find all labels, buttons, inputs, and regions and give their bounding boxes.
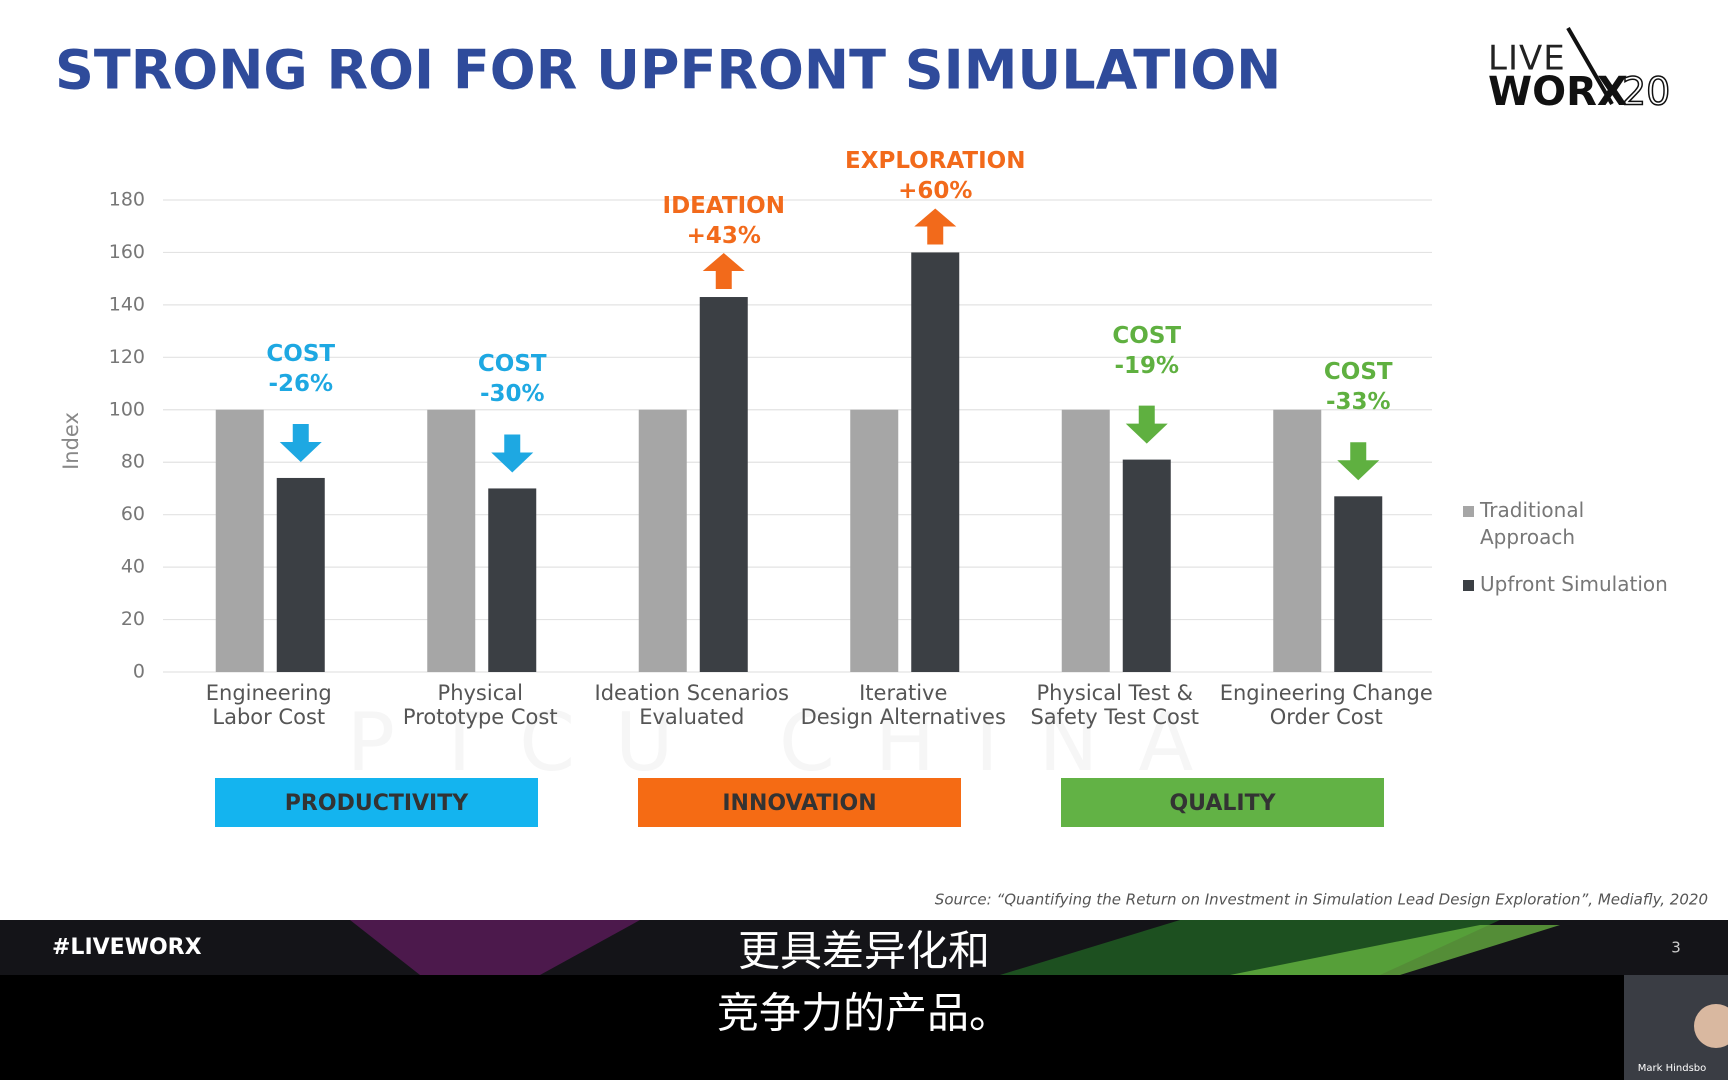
bar [1122,459,1171,672]
group-label: PRODUCTIVITY [285,791,469,816]
arrow [702,253,745,290]
y-tick-label: 180 [109,189,145,211]
y-axis-label: Index [59,412,83,470]
footer-deco [350,920,640,975]
arrow [279,423,322,462]
annotation: IDEATION +43% [662,193,785,250]
speaker-face [1694,1004,1728,1048]
title: STRONG ROI FOR UPFRONT SIMULATION [55,39,1281,102]
y-tick-label: 80 [121,451,145,473]
x-tick-label: Ideation Scenarios Evaluated [594,681,789,729]
subtitle: 竞争力的产品。 [717,989,1011,1038]
page-number: 3 [1671,939,1681,957]
annotation: COST -19% [1112,322,1182,379]
arrow [1125,405,1168,444]
group-label: QUALITY [1169,791,1276,816]
arrow [1337,442,1380,481]
bar [638,409,687,672]
logo: LIVE WORX 20 [1488,26,1671,115]
y-tick-label: 20 [121,608,145,630]
bar [1061,409,1110,672]
logo-year: 20 [1622,70,1670,114]
logo-slash [1566,26,1614,106]
bar [427,409,476,672]
x-tick-label: Physical Prototype Cost [402,681,558,729]
footer-deco [1230,925,1560,975]
source: Source: “Quantifying the Return on Inves… [935,891,1708,909]
legend-label: Traditional Approach [1480,498,1585,549]
logo-top: LIVE [1488,39,1566,79]
bar [911,252,960,672]
y-tick-label: 60 [121,503,145,525]
x-tick-label: Engineering Labor Cost [205,681,332,729]
y-tick-label: 100 [109,398,145,420]
legend-swatch [1463,580,1474,591]
bar [1273,409,1322,672]
x-tick-label: Physical Test & Safety Test Cost [1030,681,1200,729]
annotation: COST -33% [1323,359,1393,416]
subtitle: 更具差异化和 [738,927,990,976]
arrow [491,434,534,473]
y-tick-label: 160 [109,241,145,263]
watermark: PTCU CHINA [347,696,1233,789]
legend-swatch [1463,506,1474,517]
group-box [638,778,961,827]
y-tick-label: 40 [121,556,145,578]
group-label: INNOVATION [722,791,876,816]
annotation: EXPLORATION +60% [845,148,1026,205]
bar [850,409,899,672]
x-tick-label: Engineering Change Order Cost [1219,681,1433,729]
speaker-name: Mark Hindsbo [1638,1063,1707,1074]
bar [276,477,325,672]
bar [215,409,264,672]
y-tick-label: 140 [109,293,145,315]
arrow [914,208,957,245]
annotation: COST -30% [477,351,547,408]
bar [488,488,537,672]
legend-label: Upfront Simulation [1480,572,1668,596]
bar [1334,496,1383,672]
y-tick-label: 0 [133,661,145,683]
group-box [1061,778,1384,827]
bar [699,297,748,672]
group-box [215,778,538,827]
annotation: COST -26% [266,340,336,397]
hashtag: #LIVEWORX [52,935,202,960]
x-tick-label: Iterative Design Alternatives [800,681,1006,729]
y-tick-label: 120 [109,346,145,368]
